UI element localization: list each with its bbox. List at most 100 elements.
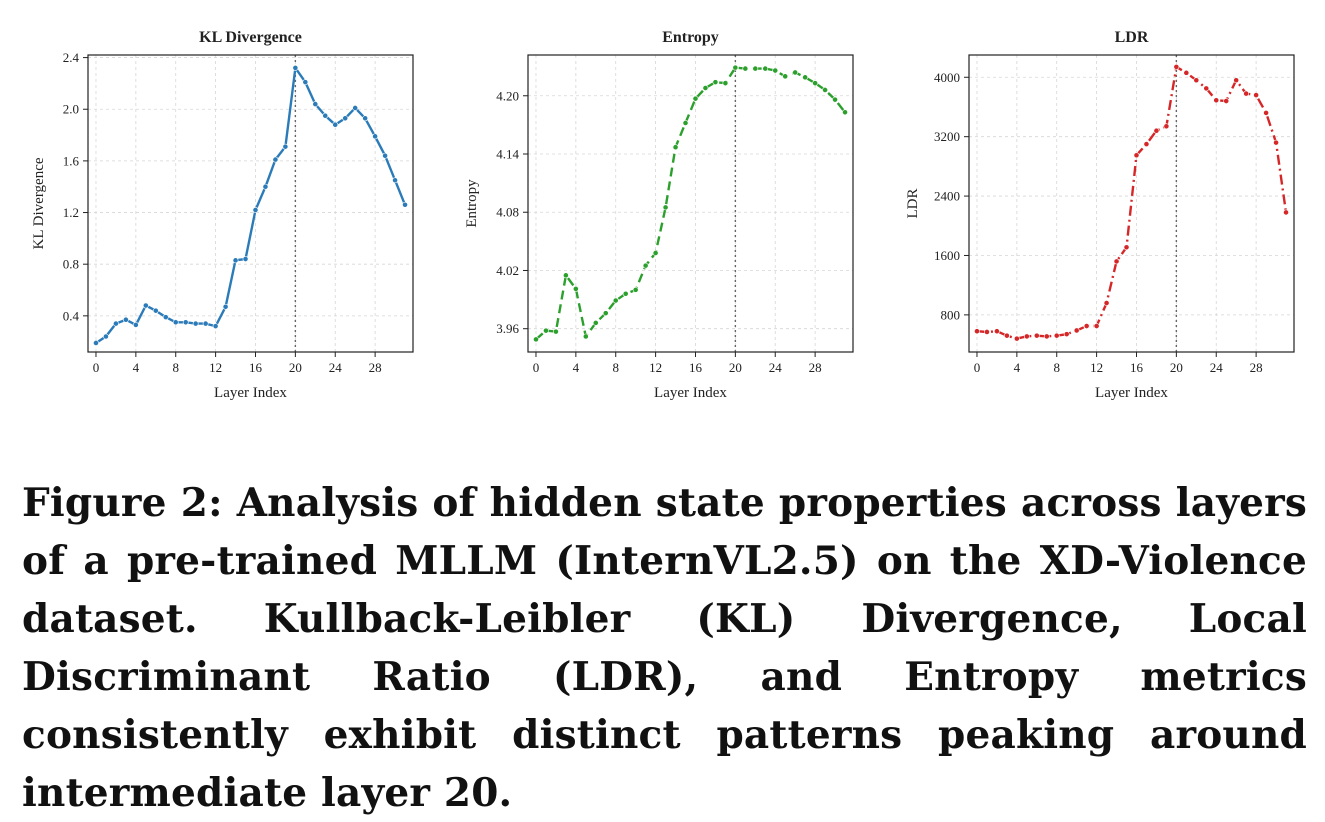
data-point bbox=[402, 201, 408, 208]
data-point bbox=[1243, 90, 1250, 97]
x-tick-label: 8 bbox=[612, 360, 619, 375]
y-tick-label: 2.0 bbox=[63, 102, 79, 117]
data-point bbox=[812, 80, 819, 87]
data-point bbox=[1113, 258, 1120, 265]
data-point bbox=[572, 286, 579, 292]
y-tick-label: 800 bbox=[941, 307, 961, 322]
data-point bbox=[242, 256, 249, 262]
data-point bbox=[602, 310, 609, 317]
data-point bbox=[1193, 77, 1200, 84]
x-tick-label: 16 bbox=[689, 360, 703, 375]
data-point bbox=[612, 297, 619, 304]
data-point bbox=[1003, 332, 1010, 339]
data-point bbox=[162, 314, 169, 321]
y-tick-label: 3200 bbox=[934, 129, 960, 144]
charts-figure: 0 4 8 12 16 20 24 28 0.4 0.8 1.2 1.6 2.0 2.4 KL Diverg… bbox=[31, 29, 1295, 401]
data-point bbox=[113, 320, 119, 327]
data-point bbox=[782, 73, 789, 80]
data-point bbox=[772, 67, 779, 74]
x-tick-label: 4 bbox=[133, 360, 140, 375]
data-point bbox=[1163, 123, 1170, 130]
data-point bbox=[182, 319, 189, 326]
data-point bbox=[1273, 139, 1279, 146]
y-tick-label: 3.96 bbox=[496, 321, 519, 336]
data-point bbox=[1133, 152, 1140, 159]
data-point bbox=[1083, 323, 1090, 329]
x-tick-label: 12 bbox=[1090, 360, 1103, 375]
x-tick-label: 4 bbox=[573, 360, 580, 375]
data-point bbox=[832, 96, 838, 103]
y-tick-label: 1600 bbox=[934, 248, 960, 263]
data-point bbox=[372, 133, 379, 140]
data-point bbox=[382, 152, 388, 159]
data-point bbox=[994, 328, 1000, 335]
data-point bbox=[712, 79, 719, 86]
y-tick-label: 2400 bbox=[934, 189, 960, 204]
chart-panel-2: 0 4 8 12 16 20 24 28 3.96 4.02 4.08 4.14 4.20 Entropy… bbox=[464, 29, 854, 401]
series-line bbox=[535, 66, 846, 341]
x-tick-label: 24 bbox=[329, 360, 343, 375]
data-point bbox=[702, 85, 709, 91]
chart-title: KL Divergence bbox=[199, 29, 302, 46]
data-point bbox=[1123, 244, 1130, 251]
data-point bbox=[312, 101, 319, 107]
data-point bbox=[1223, 98, 1230, 104]
data-point bbox=[1103, 300, 1110, 306]
data-point bbox=[152, 307, 159, 314]
x-tick-label: 20 bbox=[729, 360, 742, 375]
data-point bbox=[93, 340, 99, 346]
data-point bbox=[332, 121, 339, 128]
x-tick-label: 0 bbox=[974, 360, 981, 375]
data-point bbox=[1053, 332, 1060, 339]
figure-caption: Figure 2: Analysis of hidden state prope… bbox=[22, 480, 1307, 816]
data-point bbox=[252, 207, 259, 213]
x-tick-label: 0 bbox=[93, 360, 100, 375]
data-point bbox=[1093, 323, 1100, 329]
series-line bbox=[976, 65, 1288, 340]
data-point bbox=[292, 65, 299, 71]
data-point bbox=[1143, 141, 1150, 147]
x-tick-label: 4 bbox=[1014, 360, 1021, 375]
data-point bbox=[122, 316, 129, 323]
x-tick-label: 12 bbox=[209, 360, 222, 375]
plot-frame bbox=[87, 54, 414, 353]
y-tick-label: 1.2 bbox=[63, 205, 79, 220]
data-point bbox=[752, 65, 759, 72]
x-axis-label: Layer Index bbox=[654, 385, 727, 401]
data-point bbox=[172, 319, 179, 326]
plot-frame bbox=[968, 54, 1295, 353]
data-point bbox=[392, 177, 398, 184]
x-tick-label: 8 bbox=[172, 360, 179, 375]
y-tick-label: 1.6 bbox=[63, 153, 80, 168]
x-tick-label: 24 bbox=[1210, 360, 1224, 375]
data-point bbox=[1173, 63, 1180, 70]
data-point bbox=[984, 329, 990, 335]
y-tick-label: 4.02 bbox=[496, 263, 519, 278]
y-tick-label: 4.08 bbox=[496, 205, 519, 220]
data-point bbox=[1253, 92, 1260, 98]
data-point bbox=[762, 65, 769, 72]
x-tick-label: 20 bbox=[289, 360, 302, 375]
data-point bbox=[553, 328, 559, 335]
chart-title: LDR bbox=[1115, 29, 1149, 46]
x-tick-label: 28 bbox=[369, 360, 382, 375]
x-tick-label: 0 bbox=[533, 360, 540, 375]
data-point bbox=[222, 303, 229, 310]
data-point bbox=[732, 64, 739, 71]
data-point bbox=[722, 80, 729, 87]
data-point bbox=[622, 290, 629, 297]
data-point bbox=[362, 115, 369, 122]
data-point bbox=[792, 69, 799, 76]
x-axis-label: Layer Index bbox=[214, 385, 287, 401]
data-point bbox=[642, 262, 649, 269]
x-tick-label: 16 bbox=[249, 360, 263, 375]
data-point bbox=[1213, 97, 1220, 104]
data-point bbox=[742, 65, 749, 72]
data-point bbox=[192, 320, 199, 327]
y-axis-label: KL Divergence bbox=[31, 157, 47, 249]
data-point bbox=[1023, 333, 1030, 340]
data-point bbox=[562, 272, 569, 279]
data-point bbox=[1063, 331, 1070, 338]
plot-frame bbox=[527, 54, 854, 353]
data-point bbox=[592, 319, 599, 326]
